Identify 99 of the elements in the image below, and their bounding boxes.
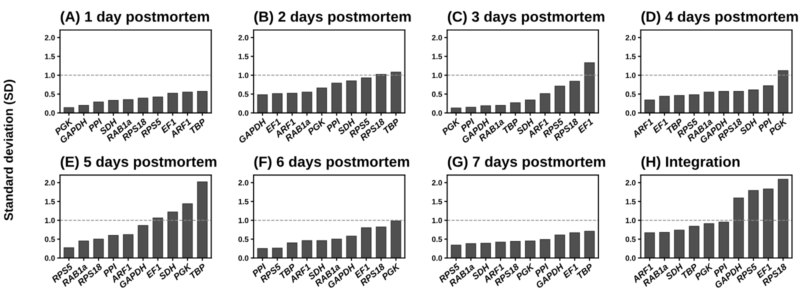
bar — [286, 242, 298, 258]
bar — [688, 226, 700, 258]
chart-title: (C) 3 days postmortem — [448, 11, 604, 25]
bar — [361, 77, 372, 113]
bar — [450, 244, 462, 258]
x-tick-label: TBP — [576, 263, 594, 280]
bar — [718, 91, 730, 113]
x-tick-label: EF1 — [577, 118, 594, 134]
bar — [197, 91, 208, 113]
bar — [733, 91, 744, 113]
bar — [480, 105, 491, 113]
bar — [674, 95, 685, 113]
bar — [78, 240, 89, 258]
bar — [361, 227, 372, 258]
bar — [272, 248, 283, 258]
bar — [466, 106, 476, 113]
bar — [108, 100, 119, 113]
bar — [644, 100, 655, 113]
bar — [346, 80, 357, 113]
x-tick-label: TBP — [189, 263, 207, 280]
bar — [763, 85, 774, 113]
chart-title: (E) 5 days postmortem — [60, 156, 216, 170]
bar — [510, 241, 521, 258]
bar — [152, 96, 164, 113]
x-tick-label: EF1 — [562, 263, 579, 278]
bar — [182, 203, 193, 258]
chart-title: (B) 2 days postmortem — [254, 11, 411, 25]
bar — [584, 230, 595, 258]
y-axis-title: Standard deviation (SD) — [4, 80, 16, 220]
bar — [197, 181, 208, 258]
bar — [554, 234, 566, 258]
bar — [763, 188, 774, 258]
chart-title: (G) 7 days postmortem — [448, 156, 606, 170]
bar — [64, 107, 74, 113]
bar — [122, 234, 134, 258]
bar — [316, 240, 328, 258]
bar — [524, 100, 536, 113]
bar — [778, 70, 788, 113]
bar — [331, 238, 342, 258]
bar — [167, 212, 178, 258]
bar — [524, 240, 536, 258]
bar — [704, 223, 714, 258]
bar — [64, 247, 74, 258]
bar — [554, 86, 566, 113]
bar — [659, 232, 670, 258]
x-tick-label: PPI — [326, 118, 341, 132]
chart-title: (F) 6 days postmortem — [254, 156, 410, 170]
bar — [510, 102, 521, 113]
bar — [272, 93, 283, 113]
bar — [167, 92, 178, 113]
x-tick-label: EF1 — [652, 118, 668, 134]
bar — [733, 198, 744, 258]
bar — [540, 239, 550, 258]
x-tick-label: PPI — [88, 118, 103, 132]
bar — [644, 232, 655, 258]
bar — [540, 93, 550, 113]
bar — [450, 108, 462, 113]
bar — [569, 80, 580, 113]
bar — [78, 104, 89, 113]
bar — [584, 62, 595, 113]
bar — [122, 99, 134, 113]
bar — [569, 232, 580, 258]
bar — [331, 82, 342, 113]
bar — [302, 92, 312, 113]
bar — [688, 94, 700, 113]
bar — [257, 248, 268, 258]
bar — [674, 230, 685, 258]
chart-title: (H) Integration — [641, 156, 740, 170]
bar — [302, 240, 312, 258]
bar — [346, 236, 357, 258]
x-tick-label: EF1 — [146, 263, 162, 278]
bar — [704, 92, 714, 113]
bar — [138, 98, 148, 113]
bar — [390, 220, 402, 258]
bar — [93, 102, 104, 113]
bar — [152, 218, 164, 258]
bar — [138, 225, 148, 258]
bar — [316, 88, 328, 113]
bar — [376, 74, 386, 113]
bar — [182, 92, 193, 113]
x-tick-label: TBP — [189, 118, 207, 134]
bar — [390, 72, 402, 113]
bar — [108, 234, 119, 258]
bar — [748, 90, 759, 113]
bar — [718, 222, 730, 258]
bar — [257, 94, 268, 113]
x-tick-label: TBP — [382, 118, 400, 134]
chart-title: (D) 4 days postmortem — [641, 11, 798, 25]
bar — [376, 226, 386, 258]
bar — [93, 238, 104, 258]
bar — [748, 190, 759, 258]
bar — [778, 178, 788, 258]
bar — [495, 104, 506, 113]
bar — [286, 92, 298, 113]
bar — [480, 242, 491, 258]
bar — [466, 243, 476, 258]
bar — [659, 96, 670, 113]
chart-title: (A) 1 day postmortem — [60, 11, 210, 25]
bar — [495, 242, 506, 258]
